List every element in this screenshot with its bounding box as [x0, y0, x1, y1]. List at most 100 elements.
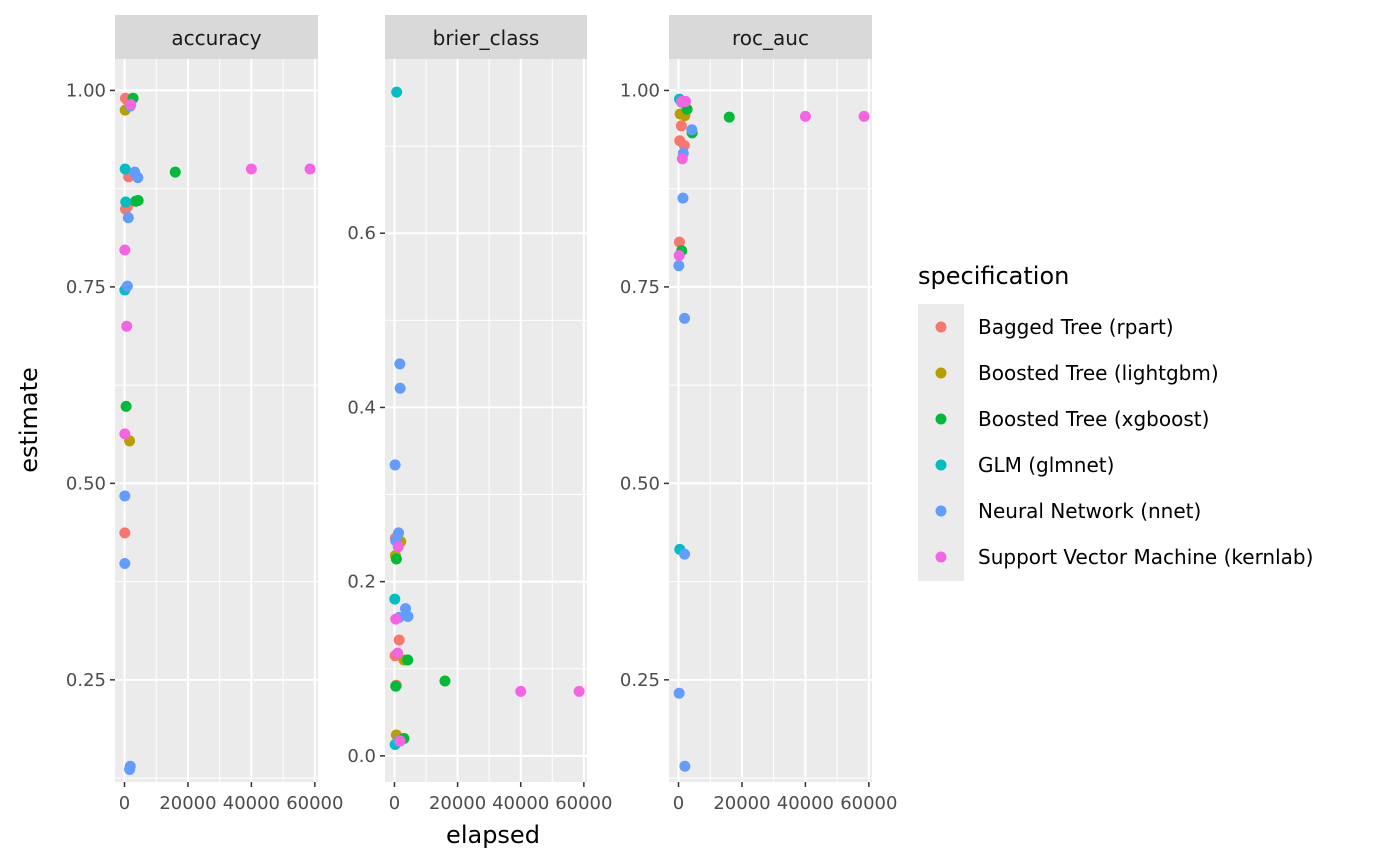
data-point-support-vector-machine-kernlab: [119, 428, 131, 440]
legend-key-background: [918, 304, 964, 581]
y-axis-title: estimate: [15, 367, 43, 473]
data-point-neural-network-nnet: [679, 312, 691, 324]
x-tick-label: 40000: [223, 793, 280, 814]
data-point-boosted-tree-xgboost: [402, 654, 414, 666]
data-point-neural-network-nnet: [132, 172, 144, 184]
data-point-neural-network-nnet: [122, 212, 134, 224]
data-point-support-vector-machine-kernlab: [119, 244, 131, 256]
x-tick-label: 20000: [159, 793, 216, 814]
data-point-glm-glmnet: [389, 593, 401, 605]
x-tick-label: 0: [673, 793, 684, 814]
data-point-neural-network-nnet: [673, 687, 685, 699]
data-point-neural-network-nnet: [119, 490, 131, 502]
y-tick-label: 0.6: [347, 223, 376, 244]
facet-strip-label: brier_class: [433, 26, 540, 50]
data-point-neural-network-nnet: [402, 610, 414, 622]
data-point-neural-network-nnet: [686, 124, 698, 136]
y-tick-label: 0.4: [347, 397, 376, 418]
data-point-support-vector-machine-kernlab: [799, 110, 811, 122]
x-axis-title: elapsed: [446, 821, 540, 849]
x-tick-label: 60000: [840, 793, 897, 814]
y-tick-label: 0.50: [66, 473, 106, 494]
data-point-support-vector-machine-kernlab: [679, 95, 691, 107]
data-point-support-vector-machine-kernlab: [390, 613, 402, 625]
data-point-boosted-tree-xgboost: [132, 194, 144, 206]
data-point-support-vector-machine-kernlab: [515, 685, 527, 697]
data-point-boosted-tree-xgboost: [390, 680, 402, 692]
data-point-neural-network-nnet: [124, 763, 136, 775]
legend: specification Bagged Tree (rpart) Boosted…: [918, 262, 1313, 581]
facet-strip: [669, 15, 872, 59]
y-tick-label: 0.2: [347, 572, 376, 593]
legend-key-dot: [935, 367, 947, 379]
data-point-bagged-tree-rpart: [673, 236, 685, 248]
facet-strip: [115, 15, 318, 59]
x-tick-label: 0: [389, 793, 400, 814]
legend-key-dot: [935, 551, 947, 563]
facet-strip-label: roc_auc: [732, 26, 809, 50]
y-tick-label: 0.50: [620, 473, 660, 494]
data-point-support-vector-machine-kernlab: [392, 541, 404, 553]
panel-background: [669, 59, 872, 782]
y-tick-label: 0.75: [66, 277, 106, 298]
data-point-neural-network-nnet: [679, 760, 691, 772]
panel-background: [115, 59, 318, 782]
legend-label: Bagged Tree (rpart): [978, 315, 1174, 339]
data-point-boosted-tree-xgboost: [439, 675, 451, 687]
y-tick-label: 0.0: [347, 746, 376, 767]
data-point-support-vector-machine-kernlab: [573, 685, 585, 697]
legend-key-dot: [935, 321, 947, 333]
legend-label: Support Vector Machine (kernlab): [978, 545, 1313, 569]
data-point-glm-glmnet: [119, 163, 131, 175]
data-point-support-vector-machine-kernlab: [245, 163, 257, 175]
data-point-boosted-tree-xgboost: [120, 400, 132, 412]
facet-roc-auc: roc_auc 0 20000 40000 60000 0.25 0.50 0.75 1.00: [620, 15, 897, 814]
data-point-neural-network-nnet: [394, 382, 406, 394]
x-tick-label: 60000: [555, 793, 612, 814]
data-point-neural-network-nnet: [679, 548, 691, 560]
data-point-support-vector-machine-kernlab: [394, 735, 406, 747]
data-point-neural-network-nnet: [121, 280, 133, 292]
data-point-neural-network-nnet: [389, 459, 401, 471]
legend-label: Boosted Tree (lightgbm): [978, 361, 1219, 385]
data-point-support-vector-machine-kernlab: [121, 320, 133, 332]
legend-key-dot: [935, 459, 947, 471]
data-point-support-vector-machine-kernlab: [673, 249, 685, 261]
data-point-boosted-tree-xgboost: [390, 553, 402, 565]
legend-label: GLM (glmnet): [978, 453, 1114, 477]
x-tick-label: 20000: [713, 793, 770, 814]
legend-title: specification: [918, 262, 1069, 290]
x-tick-label: 40000: [777, 793, 834, 814]
facet-accuracy: accuracy 0 20000 40000 60000 0.25 0.50 0.75 1.00: [66, 15, 343, 814]
data-point-glm-glmnet: [391, 86, 403, 98]
legend-label: Neural Network (nnet): [978, 499, 1201, 523]
data-point-support-vector-machine-kernlab: [125, 99, 137, 111]
data-point-support-vector-machine-kernlab: [676, 153, 688, 165]
data-point-neural-network-nnet: [119, 558, 131, 570]
data-point-support-vector-machine-kernlab: [304, 163, 316, 175]
facet-panels: accuracy 0 20000 40000 60000 0.25 0.50 0.75 1.00…: [66, 15, 897, 814]
data-point-neural-network-nnet: [677, 192, 689, 204]
y-tick-label: 0.25: [66, 670, 106, 691]
legend-key-dot: [935, 413, 947, 425]
legend-label: Boosted Tree (xgboost): [978, 407, 1209, 431]
legend-key-dot: [935, 505, 947, 517]
x-tick-label: 20000: [429, 793, 486, 814]
data-point-bagged-tree-rpart: [119, 527, 131, 539]
y-tick-label: 1.00: [620, 80, 660, 101]
x-tick-label: 0: [119, 793, 130, 814]
data-point-neural-network-nnet: [394, 358, 406, 370]
x-tick-label: 40000: [492, 793, 549, 814]
data-point-boosted-tree-xgboost: [169, 166, 181, 178]
facet-strip-label: accuracy: [171, 26, 261, 50]
x-tick-label: 60000: [286, 793, 343, 814]
facet-strip: [385, 15, 587, 59]
y-tick-label: 0.25: [620, 670, 660, 691]
panel-background: [385, 59, 587, 782]
data-point-support-vector-machine-kernlab: [392, 647, 404, 659]
data-point-bagged-tree-rpart: [675, 120, 687, 132]
data-point-neural-network-nnet: [673, 260, 685, 272]
y-tick-label: 1.00: [66, 80, 106, 101]
data-point-support-vector-machine-kernlab: [858, 110, 870, 122]
